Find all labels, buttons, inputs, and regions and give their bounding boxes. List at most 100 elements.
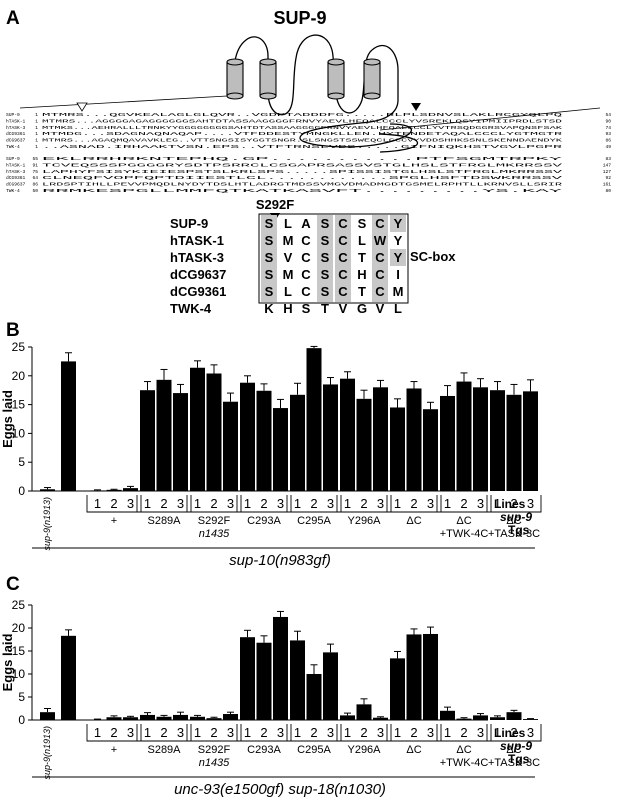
bar xyxy=(40,489,55,491)
y-axis-label: Eggs laid xyxy=(0,634,15,692)
bar xyxy=(506,394,522,491)
group-sublabel: +TASK-3C xyxy=(488,528,540,540)
bar xyxy=(423,409,438,491)
bar xyxy=(406,388,422,491)
line-number: 2 xyxy=(460,496,467,511)
bar xyxy=(440,710,455,720)
sc-box-residue: C xyxy=(338,267,348,282)
y-tick-label: 25 xyxy=(12,340,26,354)
alignment-seq-name: TWK-4 xyxy=(6,188,20,194)
group-sublabel: +TWK-4C xyxy=(440,757,489,769)
bar xyxy=(123,717,138,720)
line-number: 1 xyxy=(444,496,451,511)
group-bracket xyxy=(86,495,142,513)
alignment-seq-name: hTASK-1 xyxy=(6,118,26,124)
bar xyxy=(123,488,138,491)
gene-row-label: sup-9 xyxy=(500,510,532,524)
sc-box-seq-name: dCG9361 xyxy=(170,284,226,299)
line-number: 2 xyxy=(310,496,317,511)
bar xyxy=(490,717,505,720)
tm-helix-3 xyxy=(327,58,345,100)
bar xyxy=(90,719,105,721)
sc-box-residue: S xyxy=(265,250,274,265)
alignment-start-pos: 1 xyxy=(35,112,38,118)
sc-box-residue: T xyxy=(321,301,329,316)
alignment-sequence: LRDSPTIHLLPEVVPMQDLNYDYTDSLHTLADRGTMDSSV… xyxy=(42,182,563,188)
conserved-column-shade xyxy=(372,215,388,302)
line-number: 2 xyxy=(360,496,367,511)
alignment-end-pos: 161 xyxy=(603,182,612,188)
panel-label-a: A xyxy=(6,8,20,29)
sc-box-seq-name: hTASK-1 xyxy=(170,233,224,248)
alignment-seq-name: hTASK-3 xyxy=(6,125,26,131)
sc-box-residue: C xyxy=(338,216,348,231)
conserved-column-shade xyxy=(317,215,333,302)
bar xyxy=(273,408,288,491)
bar xyxy=(356,704,372,720)
y-tick-label: 15 xyxy=(12,398,26,412)
sc-box-residue: L xyxy=(284,216,292,231)
sc-box-residue: S xyxy=(321,284,330,299)
line-number: 1 xyxy=(344,725,351,740)
alignment-sequence: MTMRS...QGVKEALAGLGLQVR..VGDPTADDDFG....… xyxy=(42,112,563,118)
alignment-row: hTASK-3 75 LAPHYFSISYKIEIESPSTSLKRLSPS....… xyxy=(6,169,611,175)
line-number: 1 xyxy=(494,496,501,511)
bar xyxy=(140,714,155,720)
line-number: 3 xyxy=(327,496,334,511)
sc-box-residue: V xyxy=(284,250,293,265)
bar xyxy=(206,718,222,720)
line-number: 3 xyxy=(477,496,484,511)
alignment-seq-name: dCG9637 xyxy=(6,138,26,144)
alignment-seq-name: TWK-4 xyxy=(6,144,20,150)
alignment-sequence: EKLRRHRKNTEPHQ.GP...........PTFSGMTRPKY xyxy=(42,156,563,162)
bar xyxy=(323,652,338,720)
alignment-end-pos: 54 xyxy=(605,112,611,118)
line-number: 2 xyxy=(260,725,267,740)
alignment-sequence: RRMKESPGLLMMFQTKATKASVFT.........YS.KAY xyxy=(42,188,563,194)
sc-box-residue: C xyxy=(338,233,348,248)
bar xyxy=(190,716,205,720)
group-sublabel: n1435 xyxy=(199,528,230,540)
panel-label-c: C xyxy=(6,574,20,595)
alignment-row: TWK-4 50 RRMKESPGLLMMFQTKATKASVFT.........… xyxy=(6,188,611,194)
sc-box-residue: S xyxy=(321,250,330,265)
group-bracket xyxy=(436,495,492,513)
bar xyxy=(256,642,272,720)
group-sublabel: n1435 xyxy=(199,757,230,769)
group-label: ΔC xyxy=(506,744,521,756)
alignment-row: hTASK-1 1 MTMRS...AGGGGAGAGGGGGGSAHTDTASSA… xyxy=(6,118,611,124)
group-label: + xyxy=(111,515,117,527)
alignment-end-pos: 90 xyxy=(605,118,611,124)
line-number: 3 xyxy=(377,496,384,511)
y-tick-label: 0 xyxy=(18,484,25,498)
alignment-seq-name: SUP-9 xyxy=(6,156,20,162)
line-number: 2 xyxy=(360,725,367,740)
sc-box-frame xyxy=(258,213,409,304)
bar xyxy=(173,393,188,491)
bar xyxy=(223,714,238,720)
topology-loop-2 xyxy=(267,34,337,116)
conserved-column-shade xyxy=(335,215,351,302)
alignment-row: hTASK-1 91 TCVEQSSSPGGGGRYSDTPSRRCLCSGAPRS… xyxy=(6,162,611,168)
line-number: 3 xyxy=(427,496,434,511)
group-sublabel: +TASK-3C xyxy=(488,757,540,769)
bar xyxy=(223,401,238,491)
bar xyxy=(290,640,305,720)
line-number: 1 xyxy=(294,496,301,511)
line-number: 2 xyxy=(160,725,167,740)
sc-box-residue: T xyxy=(358,250,366,265)
bar xyxy=(156,379,172,491)
sequence-alignment: SUP-9 1 MTMRS...QGVKEALAGLGLQVR..VGDPTADDD… xyxy=(6,112,611,194)
line-number: 3 xyxy=(227,725,234,740)
line-number: 1 xyxy=(144,496,151,511)
sc-box-residue: C xyxy=(338,250,348,265)
group-bracket xyxy=(236,495,292,513)
sc-box-residue: C xyxy=(301,284,311,299)
line-number: 1 xyxy=(94,725,101,740)
sc-box-residue: M xyxy=(393,284,404,299)
control-label: sup-9(n1913) xyxy=(42,726,52,780)
line-number: 2 xyxy=(410,496,417,511)
sc-box-residue: T xyxy=(358,284,366,299)
group-label: + xyxy=(111,744,117,756)
